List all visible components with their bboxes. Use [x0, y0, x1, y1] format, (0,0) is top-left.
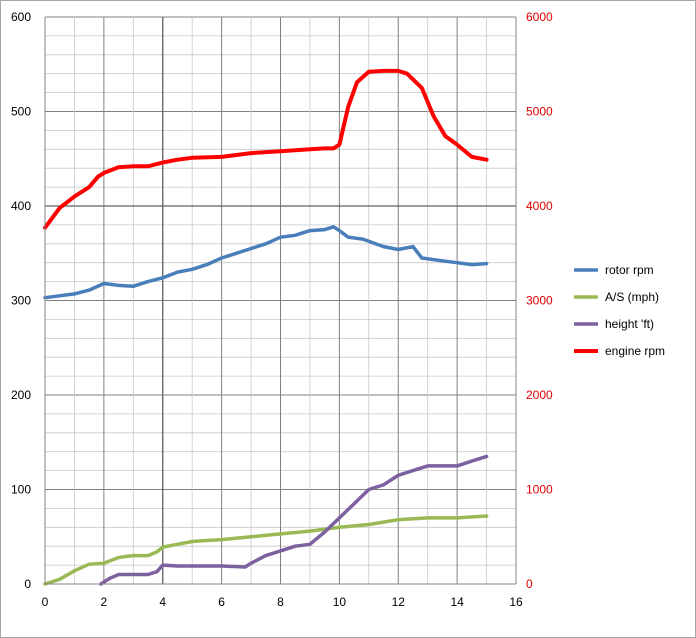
series-line-height-ft- [99, 454, 489, 586]
grid [44, 16, 517, 585]
y2-tick-label: 2000 [526, 388, 553, 402]
y2-tick-label: 3000 [526, 294, 553, 308]
y2-tick-label: 1000 [526, 483, 553, 497]
legend-label: height 'ft) [605, 317, 654, 331]
x-tick-label: 14 [450, 595, 464, 609]
x-tick-label: 12 [392, 595, 406, 609]
series-line-engine-rpm [43, 68, 489, 230]
y-tick-label: 500 [11, 105, 31, 119]
y-tick-label: 200 [11, 388, 31, 402]
series-line-rotor-rpm [43, 225, 489, 300]
legend-label: A/S (mph) [605, 290, 659, 304]
legend: rotor rpm A/S (mph) height 'ft) engine rpm [574, 263, 665, 358]
y-tick-label: 400 [11, 199, 31, 213]
y-tick-label: 600 [11, 10, 31, 24]
y2-tick-label: 0 [526, 577, 533, 591]
series-lines [43, 68, 489, 586]
x-tick-label: 16 [509, 595, 523, 609]
x-tick-label: 4 [159, 595, 166, 609]
y2-tick-label: 5000 [526, 105, 553, 119]
y-tick-label: 100 [11, 483, 31, 497]
y2-tick-label: 6000 [526, 10, 553, 24]
x-tick-label: 8 [277, 595, 284, 609]
y-tick-label: 300 [11, 294, 31, 308]
legend-label: rotor rpm [605, 263, 654, 277]
x-tick-label: 6 [218, 595, 225, 609]
y2-tick-label: 4000 [526, 199, 553, 213]
x-tick-label: 2 [101, 595, 108, 609]
legend-label: engine rpm [605, 344, 665, 358]
x-tick-label: 0 [42, 595, 49, 609]
x-tick-label: 10 [333, 595, 347, 609]
y-tick-label: 0 [24, 577, 31, 591]
axes: 0100200300400500600010002000300040005000… [11, 10, 553, 609]
series-line-a-s-mph- [43, 514, 489, 586]
